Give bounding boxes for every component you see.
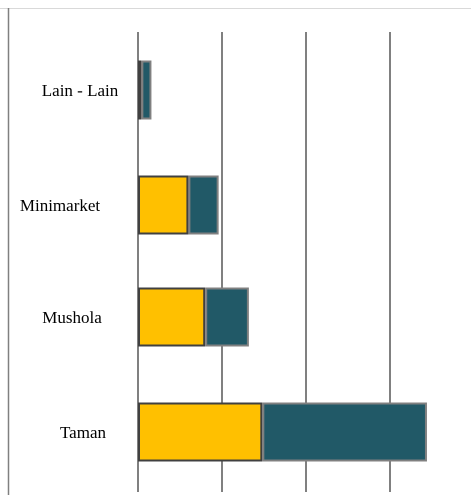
category-labels: Lain - Lain Minimarket Mushola Taman <box>20 81 119 442</box>
bar-taman-series-2 <box>263 404 426 461</box>
bar-mushola-series-2 <box>206 289 248 346</box>
bar-lain-lain-series-1 <box>139 62 140 119</box>
bar-mushola-series-1 <box>139 289 204 346</box>
bar-minimarket-series-1 <box>139 177 187 234</box>
category-label: Minimarket <box>20 196 101 215</box>
bars <box>139 62 426 461</box>
bar-lain-lain-series-2 <box>142 62 150 119</box>
bar-taman-series-1 <box>139 404 261 461</box>
bar-minimarket-series-2 <box>189 177 217 234</box>
category-label: Taman <box>60 423 107 442</box>
category-label: Mushola <box>42 308 102 327</box>
category-label: Lain - Lain <box>42 81 119 100</box>
